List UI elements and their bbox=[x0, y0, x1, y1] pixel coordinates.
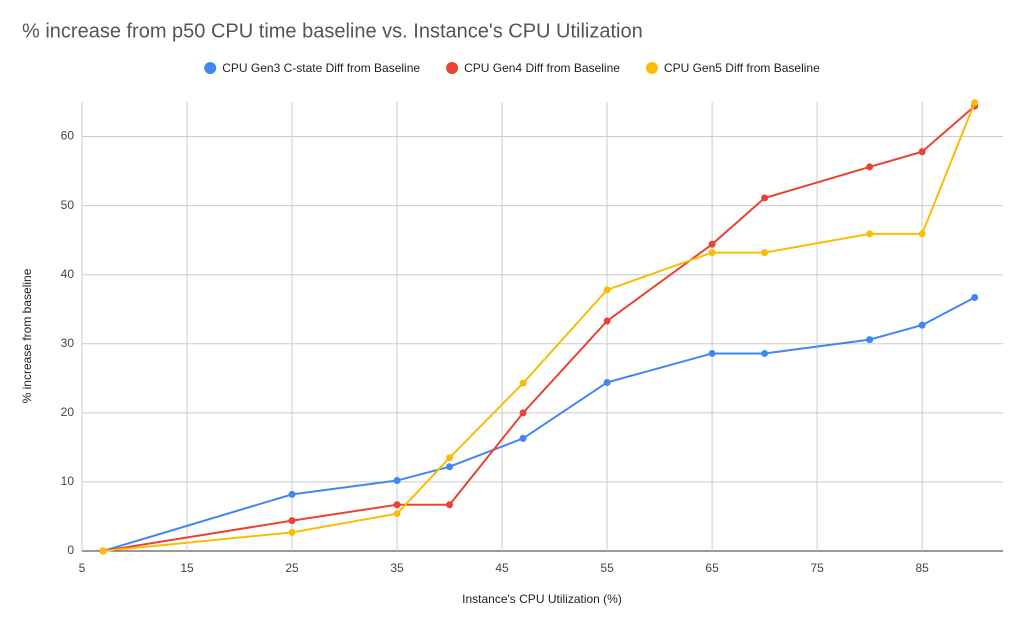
x-tick-label: 5 bbox=[79, 561, 86, 575]
y-tick-label: 20 bbox=[61, 405, 75, 419]
y-tick-label: 10 bbox=[61, 474, 75, 488]
legend-marker bbox=[645, 62, 658, 74]
legend-label: CPU Gen3 C-state Diff from Baseline bbox=[222, 61, 420, 75]
y-tick-label: 50 bbox=[61, 198, 75, 212]
data-point bbox=[519, 434, 527, 442]
series-line bbox=[102, 102, 976, 552]
y-tick-label: 40 bbox=[61, 267, 75, 281]
y-tick-label: 0 bbox=[67, 543, 74, 557]
data-point bbox=[393, 477, 401, 485]
series-line bbox=[102, 105, 976, 552]
x-tick-label: 65 bbox=[705, 561, 719, 575]
data-point bbox=[761, 349, 769, 357]
data-point bbox=[99, 547, 107, 555]
data-point bbox=[519, 379, 527, 387]
legend-marker bbox=[446, 62, 459, 74]
legend-label: CPU Gen4 Diff from Baseline bbox=[464, 61, 620, 75]
x-tick-label: 85 bbox=[915, 561, 929, 575]
data-point bbox=[761, 249, 769, 257]
data-point bbox=[971, 99, 979, 107]
data-point bbox=[708, 240, 716, 248]
legend-marker bbox=[204, 62, 217, 74]
data-point bbox=[603, 378, 611, 386]
data-point bbox=[866, 336, 874, 344]
x-tick-label: 75 bbox=[810, 561, 824, 575]
data-point bbox=[288, 517, 296, 525]
data-point bbox=[918, 230, 926, 238]
data-point bbox=[971, 293, 979, 301]
data-point bbox=[918, 321, 926, 329]
data-point bbox=[866, 163, 874, 171]
x-tick-label: 15 bbox=[180, 561, 194, 575]
data-point bbox=[866, 230, 874, 238]
data-point bbox=[446, 454, 454, 462]
y-tick-label: 30 bbox=[61, 336, 75, 350]
data-point bbox=[708, 249, 716, 257]
data-point bbox=[446, 463, 454, 471]
x-tick-label: 25 bbox=[285, 561, 299, 575]
data-point bbox=[393, 501, 401, 509]
data-point bbox=[761, 194, 769, 202]
data-point bbox=[918, 148, 926, 156]
x-tick-label: 55 bbox=[600, 561, 614, 575]
data-point bbox=[519, 409, 527, 417]
x-tick-label: 45 bbox=[495, 561, 509, 575]
data-point bbox=[708, 349, 716, 357]
x-tick-label: 35 bbox=[390, 561, 404, 575]
data-point bbox=[288, 490, 296, 498]
x-axis-label: Instance's CPU Utilization (%) bbox=[462, 592, 622, 606]
series-line bbox=[102, 296, 976, 552]
data-point bbox=[288, 528, 296, 536]
y-axis-label: % increase from baseline bbox=[20, 268, 34, 403]
chart-title: % increase from p50 CPU time baseline vs… bbox=[22, 20, 643, 42]
y-tick-label: 60 bbox=[61, 129, 75, 143]
data-point bbox=[393, 510, 401, 518]
legend-label: CPU Gen5 Diff from Baseline bbox=[664, 61, 820, 75]
data-point bbox=[603, 317, 611, 325]
data-point bbox=[603, 286, 611, 294]
data-point bbox=[446, 501, 454, 509]
